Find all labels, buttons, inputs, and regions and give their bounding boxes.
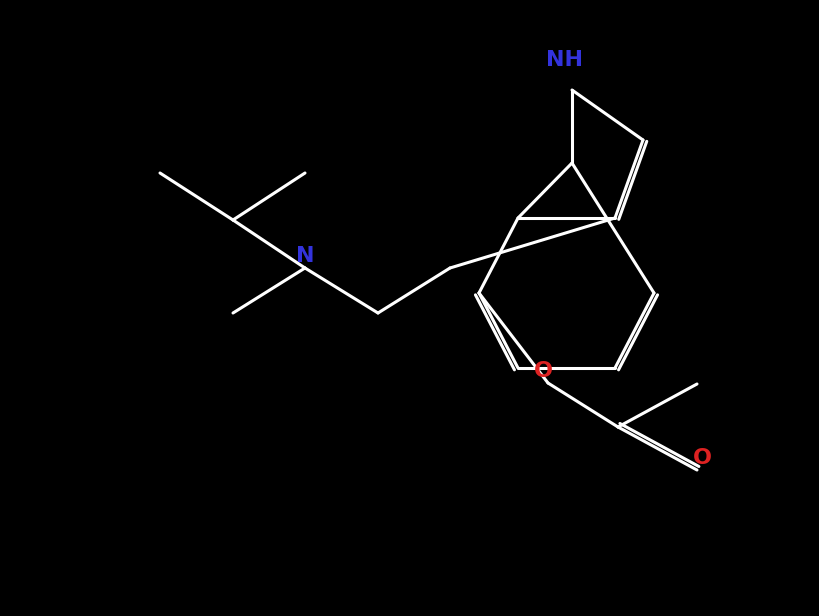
Text: O: O xyxy=(533,361,553,381)
Text: NH: NH xyxy=(545,50,582,70)
Text: N: N xyxy=(296,246,314,266)
Text: O: O xyxy=(693,448,712,468)
